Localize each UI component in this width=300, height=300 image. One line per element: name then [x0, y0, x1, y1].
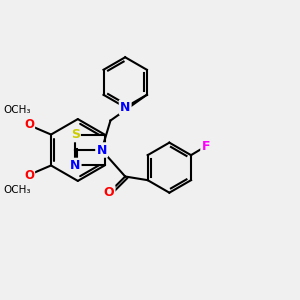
Text: O: O	[24, 169, 34, 182]
Text: N: N	[70, 159, 80, 172]
Text: OCH₃: OCH₃	[3, 104, 31, 115]
Text: O: O	[104, 186, 114, 199]
Text: N: N	[96, 143, 107, 157]
Text: OCH₃: OCH₃	[3, 185, 31, 196]
Text: O: O	[24, 118, 34, 131]
Text: S: S	[70, 128, 80, 141]
Text: F: F	[202, 140, 210, 153]
Text: N: N	[120, 101, 130, 114]
